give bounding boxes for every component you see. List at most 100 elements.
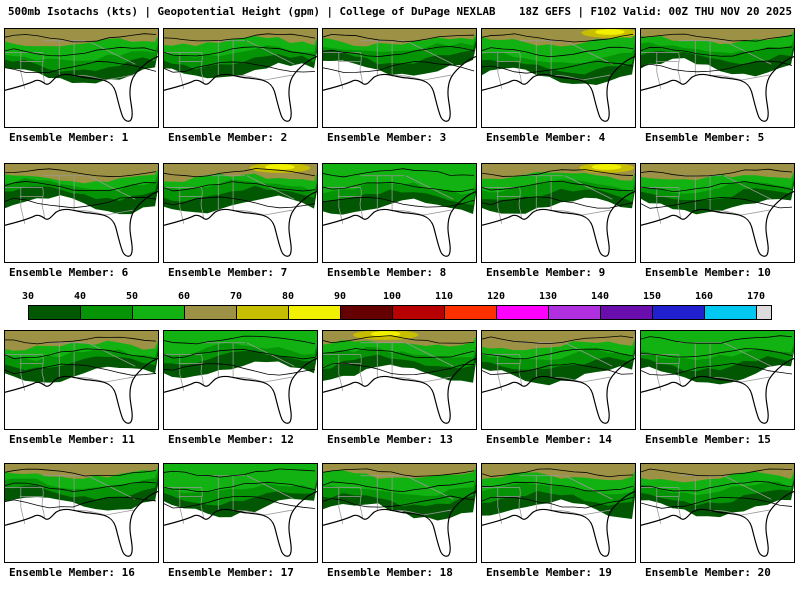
- ensemble-map: [481, 330, 636, 430]
- ensemble-member-label: Ensemble Member: 17: [168, 566, 294, 579]
- map-image: [323, 464, 476, 562]
- map-image: [164, 331, 317, 429]
- colorbar-tick-label: 100: [382, 291, 402, 302]
- ensemble-panel: Ensemble Member: 5: [640, 28, 795, 144]
- colorbar-tick-label: 70: [229, 291, 243, 302]
- ensemble-member-label: Ensemble Member: 18: [327, 566, 453, 579]
- ensemble-panel: Ensemble Member: 11: [4, 330, 159, 446]
- ensemble-panel: Ensemble Member: 17: [163, 463, 318, 579]
- colorbar-segment: [445, 306, 497, 319]
- title-run-valid: 18Z GEFS | F102 Valid: 00Z THU NOV 20 20…: [518, 5, 792, 18]
- ensemble-row-2: Ensemble Member: 6 Ensemble Member: 7 En…: [4, 163, 795, 279]
- colorbar-segment: [29, 306, 81, 319]
- colorbar-tick-label: 40: [73, 291, 87, 302]
- ensemble-map: [4, 330, 159, 430]
- map-image: [482, 331, 635, 429]
- ensemble-map: [481, 463, 636, 563]
- ensemble-member-label: Ensemble Member: 8: [327, 266, 447, 279]
- colorbar-segment: [393, 306, 445, 319]
- map-image: [641, 164, 794, 262]
- ensemble-panel: Ensemble Member: 15: [640, 330, 795, 446]
- ensemble-map: [4, 463, 159, 563]
- colorbar-segment: [601, 306, 653, 319]
- colorbar-overflow-segment: [757, 306, 771, 319]
- ensemble-map: [640, 163, 795, 263]
- ensemble-row-3: Ensemble Member: 11 Ensemble Member: 12 …: [4, 330, 795, 446]
- map-image: [641, 331, 794, 429]
- title-bar: 500mb Isotachs (kts) | Geopotential Heig…: [0, 5, 800, 18]
- ensemble-panel: Ensemble Member: 16: [4, 463, 159, 579]
- ensemble-map: [163, 463, 318, 563]
- map-image: [5, 464, 158, 562]
- ensemble-map: [322, 28, 477, 128]
- ensemble-map: [163, 330, 318, 430]
- ensemble-map: [481, 28, 636, 128]
- ensemble-member-label: Ensemble Member: 6: [9, 266, 129, 279]
- colorbar-tick-label: 60: [177, 291, 191, 302]
- ensemble-map: [481, 163, 636, 263]
- map-image: [5, 29, 158, 127]
- ensemble-member-label: Ensemble Member: 16: [9, 566, 135, 579]
- ensemble-panel: Ensemble Member: 18: [322, 463, 477, 579]
- colorbar: 30 40 50 60 70 80 90 100 110 120 130 140 150 160 170: [22, 291, 794, 323]
- colorbar-tick-label: 160: [694, 291, 714, 302]
- ensemble-panel: Ensemble Member: 4: [481, 28, 636, 144]
- colorbar-segment: [289, 306, 341, 319]
- ensemble-member-label: Ensemble Member: 12: [168, 433, 294, 446]
- ensemble-member-label: Ensemble Member: 2: [168, 131, 288, 144]
- ensemble-panel: Ensemble Member: 1: [4, 28, 159, 144]
- map-image: [164, 464, 317, 562]
- colorbar-segment: [81, 306, 133, 319]
- colorbar-bar: [28, 305, 772, 320]
- ensemble-member-label: Ensemble Member: 14: [486, 433, 612, 446]
- map-image: [5, 331, 158, 429]
- ensemble-member-label: Ensemble Member: 9: [486, 266, 606, 279]
- ensemble-panel: Ensemble Member: 2: [163, 28, 318, 144]
- ensemble-member-label: Ensemble Member: 1: [9, 131, 129, 144]
- colorbar-segment: [653, 306, 705, 319]
- ensemble-map: [640, 463, 795, 563]
- map-image: [323, 331, 476, 429]
- map-image: [641, 464, 794, 562]
- colorbar-segment: [497, 306, 549, 319]
- ensemble-member-label: Ensemble Member: 20: [645, 566, 771, 579]
- ensemble-map: [322, 463, 477, 563]
- colorbar-tick-label: 80: [281, 291, 295, 302]
- ensemble-map: [322, 330, 477, 430]
- colorbar-segment: [549, 306, 601, 319]
- ensemble-member-label: Ensemble Member: 10: [645, 266, 771, 279]
- map-image: [164, 29, 317, 127]
- map-image: [164, 164, 317, 262]
- map-image: [5, 164, 158, 262]
- ensemble-panel: Ensemble Member: 7: [163, 163, 318, 279]
- ensemble-panel: Ensemble Member: 8: [322, 163, 477, 279]
- colorbar-tick-label: 50: [125, 291, 139, 302]
- ensemble-panel: Ensemble Member: 6: [4, 163, 159, 279]
- colorbar-tick-label: 120: [486, 291, 506, 302]
- ensemble-map: [163, 163, 318, 263]
- colorbar-segment: [705, 306, 757, 319]
- ensemble-panel: Ensemble Member: 10: [640, 163, 795, 279]
- colorbar-tick-label: 90: [333, 291, 347, 302]
- ensemble-member-label: Ensemble Member: 7: [168, 266, 288, 279]
- ensemble-member-label: Ensemble Member: 19: [486, 566, 612, 579]
- colorbar-tick-label: 140: [590, 291, 610, 302]
- colorbar-tick-label: 110: [434, 291, 454, 302]
- ensemble-row-1: Ensemble Member: 1 Ensemble Member: 2 En…: [4, 28, 795, 144]
- colorbar-segment: [341, 306, 393, 319]
- title-product: 500mb Isotachs (kts) | Geopotential Heig…: [8, 5, 496, 18]
- colorbar-tick-label: 30: [21, 291, 35, 302]
- ensemble-member-label: Ensemble Member: 15: [645, 433, 771, 446]
- colorbar-segment: [237, 306, 289, 319]
- ensemble-map: [640, 330, 795, 430]
- ensemble-map: [640, 28, 795, 128]
- map-image: [323, 164, 476, 262]
- ensemble-map: [163, 28, 318, 128]
- map-image: [482, 164, 635, 262]
- ensemble-map: [4, 28, 159, 128]
- ensemble-panel: Ensemble Member: 13: [322, 330, 477, 446]
- ensemble-panel: Ensemble Member: 3: [322, 28, 477, 144]
- colorbar-tick-label: 130: [538, 291, 558, 302]
- ensemble-member-label: Ensemble Member: 13: [327, 433, 453, 446]
